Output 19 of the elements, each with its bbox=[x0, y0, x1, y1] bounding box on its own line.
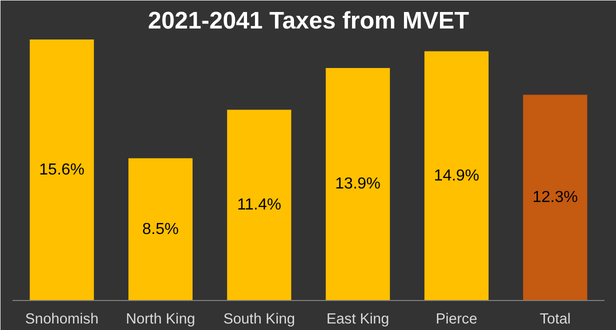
bar bbox=[128, 158, 193, 300]
bar bbox=[523, 94, 588, 300]
data-label: 12.3% bbox=[532, 189, 578, 206]
x-tick-label: Snohomish bbox=[25, 312, 98, 328]
bar bbox=[30, 40, 94, 300]
bar bbox=[227, 110, 292, 300]
data-label: 15.6% bbox=[39, 162, 85, 178]
bar bbox=[424, 51, 489, 300]
data-label: 13.9% bbox=[335, 176, 381, 193]
x-tick-label: South King bbox=[223, 312, 296, 328]
data-label: 11.4% bbox=[237, 196, 282, 214]
bar bbox=[326, 68, 390, 300]
x-tick-label: Pierce bbox=[436, 312, 478, 328]
data-label: 8.5% bbox=[142, 220, 179, 238]
data-label: 14.9% bbox=[434, 167, 480, 184]
x-tick-label: North King bbox=[126, 312, 196, 328]
x-tick-label: Total bbox=[540, 312, 571, 328]
x-tick-label: East King bbox=[326, 312, 390, 328]
chart-title: 2021-2041 Taxes from MVET bbox=[148, 8, 470, 34]
